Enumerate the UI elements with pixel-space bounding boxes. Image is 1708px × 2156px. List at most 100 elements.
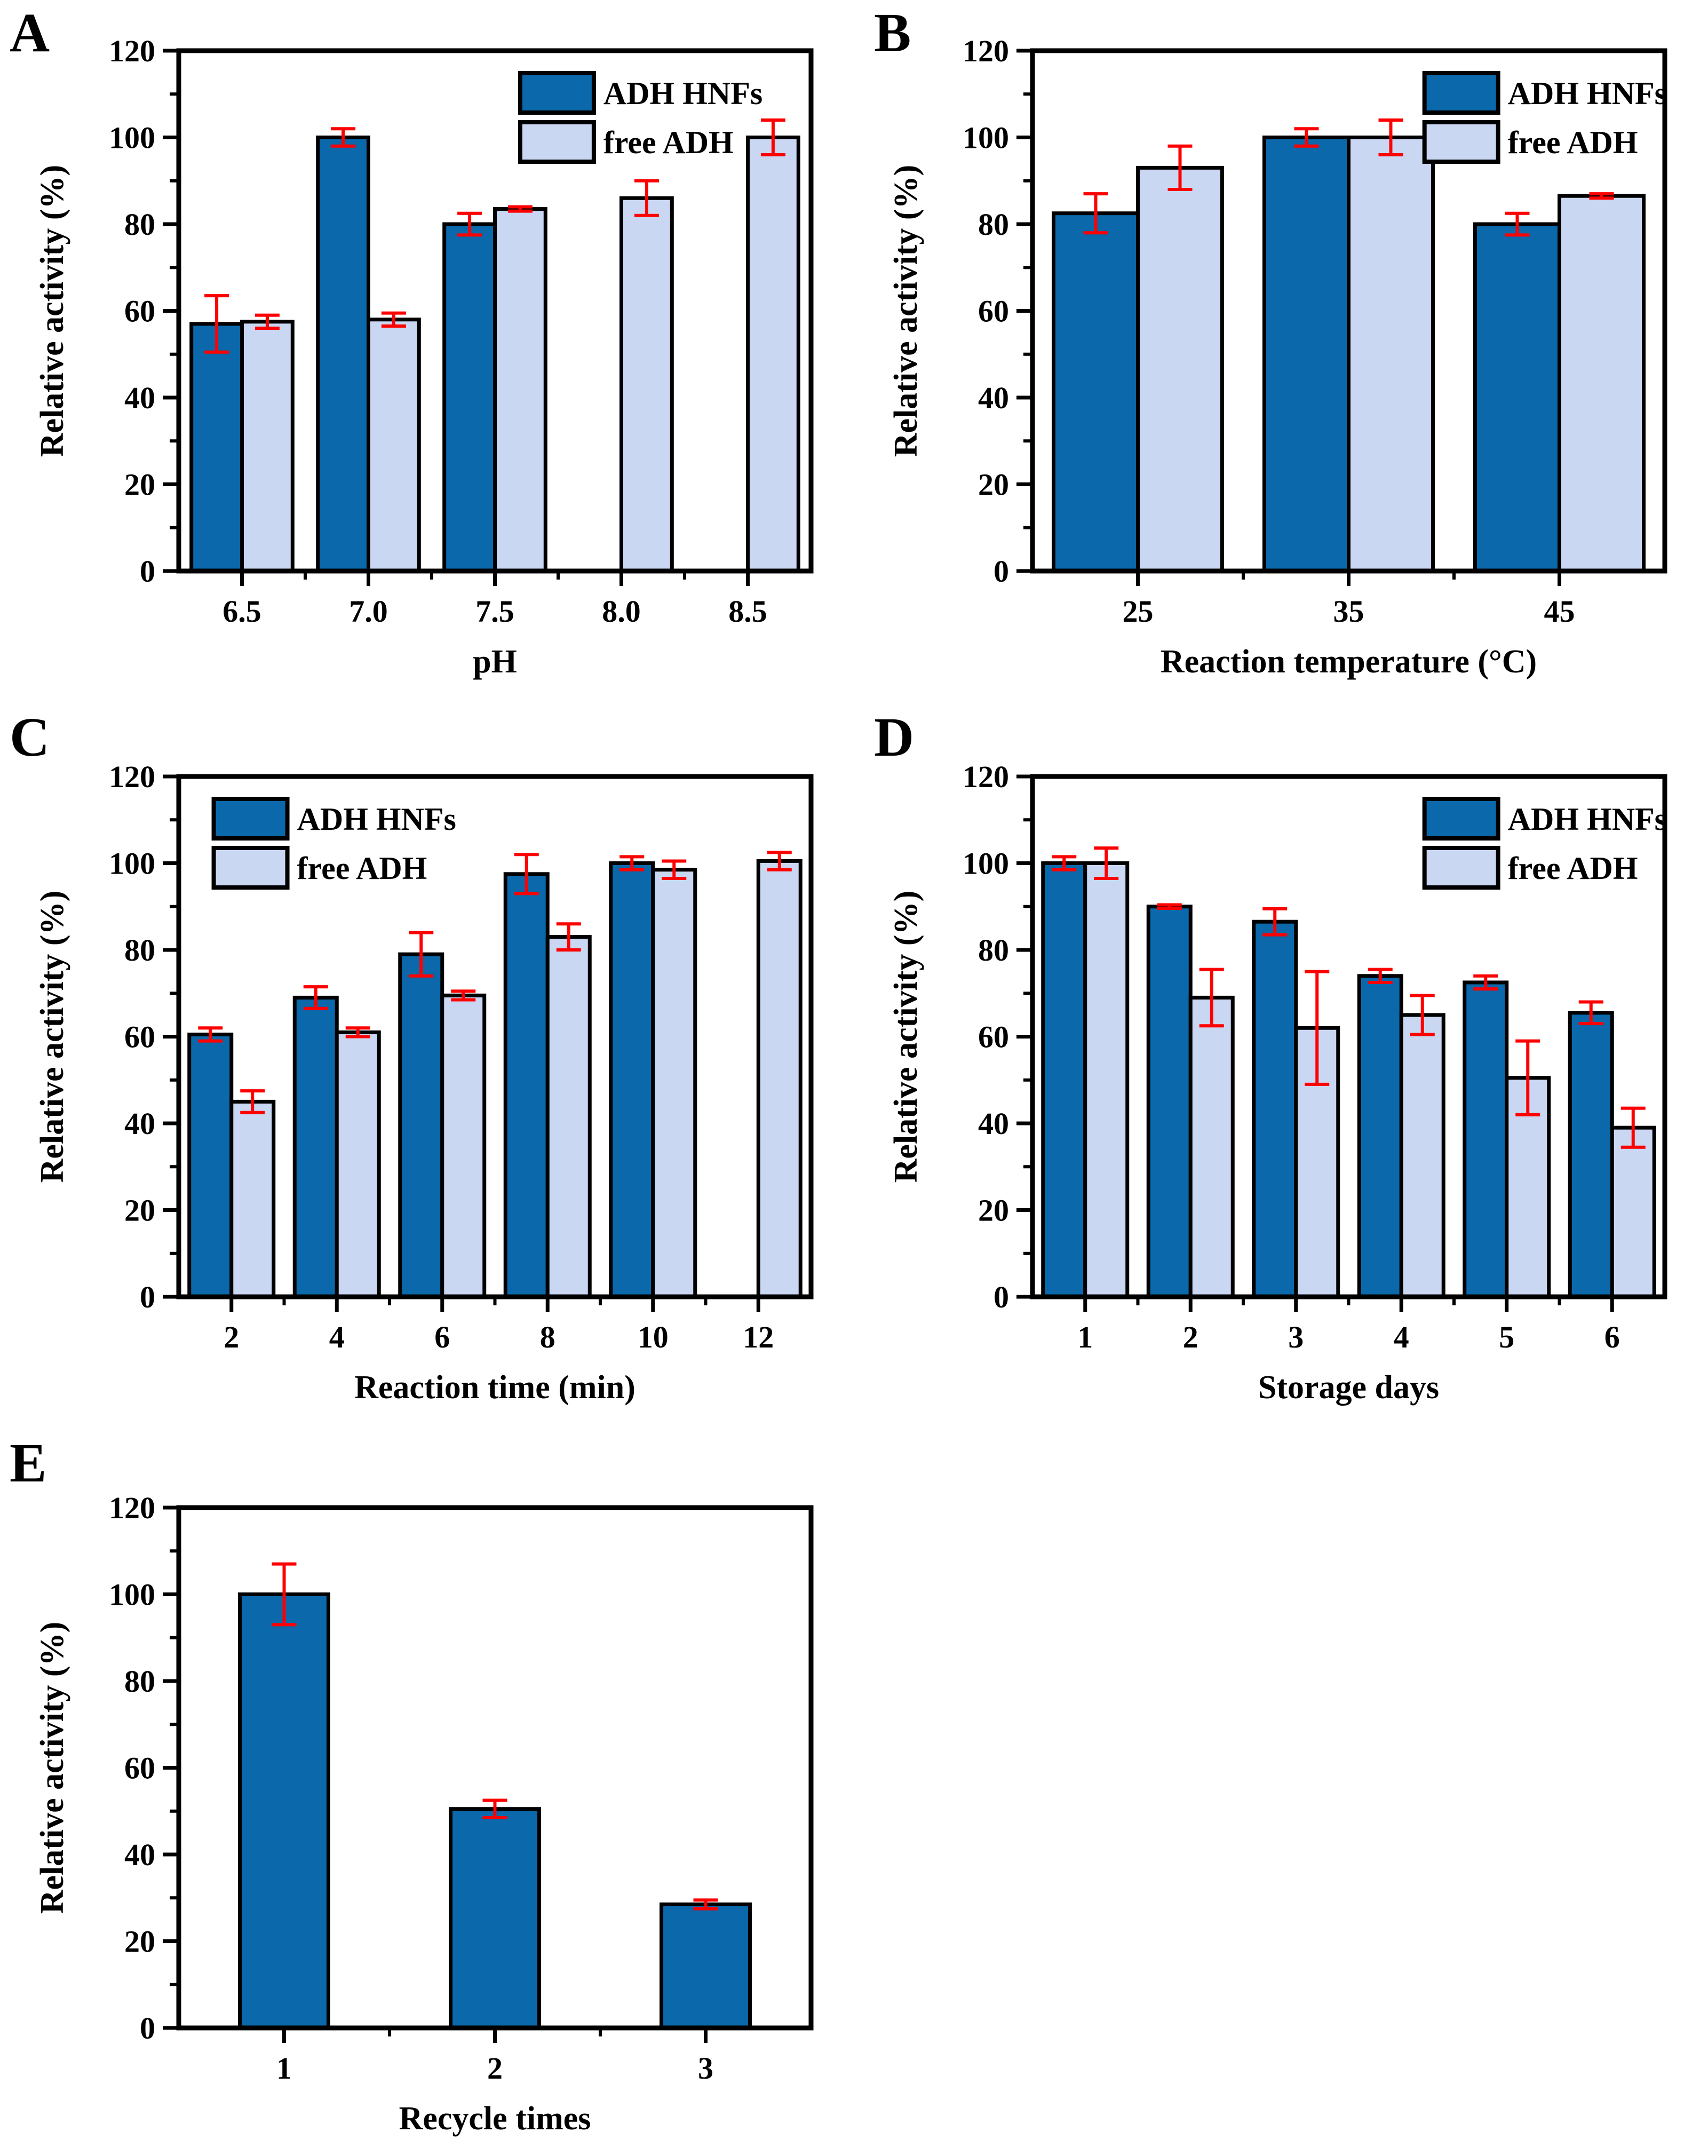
x-tick-label: 7.0 — [349, 594, 388, 629]
legend-swatch — [211, 846, 290, 890]
x-tick-label: 2 — [1183, 1320, 1198, 1354]
bar — [292, 995, 339, 1299]
panel-E: E 0 20 40 60 80 100 120 1 2 3 Recycle times Relativ… — [0, 1430, 864, 2137]
legend-swatch — [518, 71, 596, 115]
y-tick-label: 80 — [978, 207, 1009, 242]
x-tick-label: 3 — [1288, 1320, 1304, 1354]
y-tick-label: 20 — [978, 467, 1009, 502]
y-tick-label: 40 — [124, 1106, 155, 1141]
y-tick-label: 80 — [978, 933, 1009, 968]
x-tick-label: 4 — [1394, 1320, 1409, 1354]
bar — [1463, 980, 1509, 1299]
y-tick-label: 0 — [140, 1280, 155, 1314]
y-tick-label: 100 — [109, 1578, 155, 1612]
panel-A: A 0 20 40 60 80 100 120 6.5 7.0 7.5 8.0 8.5 pH Relati… — [0, 0, 864, 704]
bar — [746, 136, 800, 573]
bar — [1052, 211, 1140, 573]
x-tick-label: 5 — [1499, 1320, 1514, 1354]
x-axis-title: Reaction temperature (°C) — [1161, 644, 1537, 680]
x-tick-label: 1 — [1077, 1320, 1093, 1354]
y-tick-label: 80 — [124, 933, 155, 968]
y-axis-title: Relative activity (%) — [34, 891, 70, 1183]
bar — [335, 1030, 381, 1299]
legend-swatch — [518, 120, 596, 164]
bar — [1347, 136, 1435, 573]
bar — [240, 320, 295, 573]
panel-letter-B: B — [874, 2, 911, 64]
y-tick-label: 20 — [124, 467, 155, 502]
bar — [660, 1902, 752, 2030]
panel-letter-E: E — [10, 1432, 47, 1494]
x-axis-title: Recycle times — [399, 2100, 591, 2137]
x-tick-label: 7.5 — [475, 594, 514, 629]
bar — [440, 993, 487, 1299]
bar — [442, 222, 497, 573]
y-tick-label: 60 — [124, 1020, 155, 1055]
y-tick-label: 120 — [963, 34, 1009, 68]
panel-D: D 0 20 40 60 80 100 120 1 2 3 4 5 6 Storage days Relat… — [864, 704, 1708, 1430]
bar — [316, 136, 371, 573]
panel-B: B 0 20 40 60 80 100 120 25 35 45 Reaction temperat… — [864, 0, 1708, 704]
y-tick-label: 100 — [963, 846, 1009, 881]
panel-C: C 0 20 40 60 80 100 120 2 4 6 8 10 12 Reaction time (… — [0, 704, 864, 1430]
x-tick-label: 6.5 — [223, 594, 261, 629]
bar — [1136, 165, 1224, 573]
y-tick-label: 20 — [124, 1924, 155, 1959]
x-tick-label: 25 — [1123, 594, 1154, 629]
y-tick-label: 40 — [124, 1837, 155, 1872]
bar — [1558, 194, 1646, 573]
bar — [756, 859, 803, 1299]
bar — [1357, 974, 1403, 1299]
x-tick-label: 8.5 — [728, 594, 767, 629]
x-tick-label: 6 — [1604, 1320, 1620, 1354]
bar — [449, 1807, 541, 2030]
x-tick-label: 3 — [698, 2051, 713, 2086]
panel-letter-D: D — [874, 707, 915, 768]
x-tick-label: 1 — [276, 2051, 292, 2086]
bar — [609, 861, 655, 1299]
bar — [619, 196, 674, 573]
x-tick-label: 10 — [638, 1320, 669, 1354]
bar — [1252, 920, 1298, 1299]
legend-swatch — [1422, 71, 1500, 115]
bar — [503, 872, 550, 1299]
y-tick-label: 20 — [124, 1193, 155, 1228]
y-axis-title: Relative activity (%) — [34, 1622, 70, 1914]
bar — [1188, 995, 1235, 1299]
y-tick-label: 100 — [109, 846, 155, 881]
legend-swatch — [211, 797, 290, 841]
x-tick-label: 2 — [487, 2051, 503, 2086]
x-tick-label: 8 — [540, 1320, 555, 1354]
y-tick-label: 0 — [140, 554, 155, 589]
bar — [1146, 905, 1193, 1299]
y-tick-label: 0 — [994, 554, 1009, 589]
chart-pH: 0 20 40 60 80 100 120 6.5 7.0 7.5 8.0 8.5 pH Relative… — [34, 34, 814, 680]
y-tick-label: 40 — [978, 1106, 1009, 1141]
legend-label: free ADH — [297, 851, 427, 886]
x-tick-label: 6 — [434, 1320, 450, 1354]
y-axis-title: Relative activity (%) — [888, 891, 924, 1183]
y-axis-title: Relative activity (%) — [888, 165, 924, 457]
x-tick-label: 35 — [1333, 594, 1364, 629]
y-tick-label: 120 — [109, 1491, 155, 1525]
legend-label: ADH HNFs — [603, 76, 762, 111]
bar — [1473, 222, 1561, 573]
x-tick-label: 8.0 — [602, 594, 641, 629]
y-tick-label: 60 — [124, 1751, 155, 1786]
bar — [238, 1592, 330, 2030]
y-tick-label: 0 — [140, 2011, 155, 2046]
legend-label: ADH HNFs — [1508, 802, 1667, 837]
x-tick-label: 4 — [329, 1320, 345, 1354]
legend-swatch — [1422, 797, 1500, 841]
x-axis-title: Storage days — [1258, 1369, 1439, 1406]
y-tick-label: 20 — [978, 1193, 1009, 1228]
bar — [398, 952, 444, 1299]
y-tick-label: 80 — [124, 207, 155, 242]
y-tick-label: 120 — [109, 34, 155, 68]
legend-swatch — [1422, 846, 1500, 890]
bar — [1399, 1013, 1445, 1299]
bar — [229, 1099, 276, 1299]
x-tick-label: 12 — [743, 1320, 774, 1354]
y-tick-label: 40 — [124, 381, 155, 415]
